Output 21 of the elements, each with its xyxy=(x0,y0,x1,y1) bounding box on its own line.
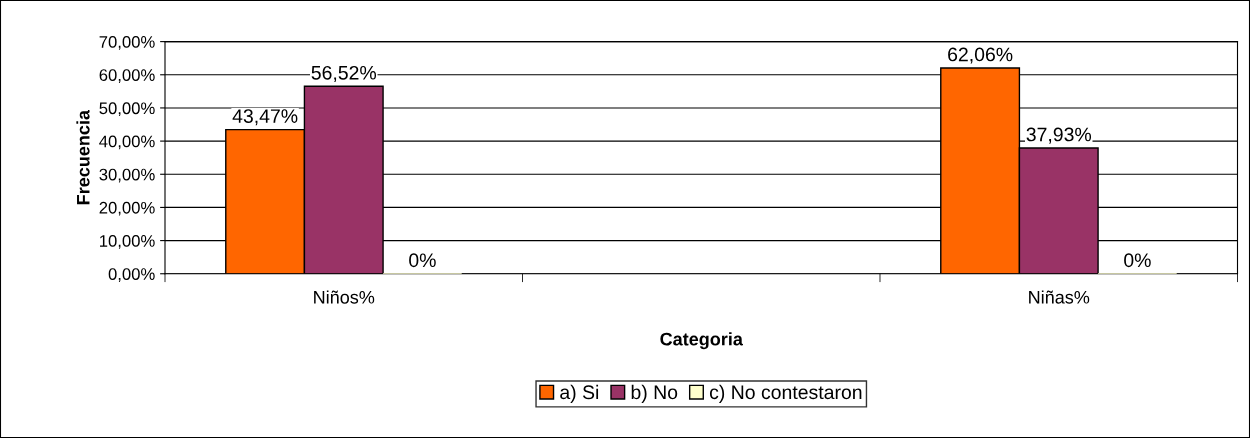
y-tick-label: 60,00% xyxy=(99,69,155,83)
y-tick-label: 20,00% xyxy=(99,201,155,216)
y-tick-label: 30,00% xyxy=(99,168,155,183)
data-label: 43,47% xyxy=(232,109,298,126)
data-label: 37,93% xyxy=(1026,127,1092,144)
y-tick-label: 0,00% xyxy=(108,268,155,282)
data-label: 0% xyxy=(1124,253,1151,268)
legend-label: b) No xyxy=(631,384,678,403)
data-label: 0% xyxy=(409,253,436,268)
legend-label: c) No contestaron xyxy=(709,384,862,403)
y-tick-label: 40,00% xyxy=(99,135,155,150)
x-tick-label: Niñas% xyxy=(1029,290,1090,304)
legend-label: a) Si xyxy=(560,384,599,403)
y-tick-label: 70,00% xyxy=(99,36,155,50)
y-axis-title: Frecuencia xyxy=(76,109,90,205)
y-tick-label: 10,00% xyxy=(100,234,155,249)
data-label: 56,52% xyxy=(311,65,377,82)
x-axis-title: Categoria xyxy=(660,332,744,350)
x-tick-label: Niños% xyxy=(314,290,375,304)
y-tick-label: 50,00% xyxy=(99,102,155,117)
data-label: 62,06% xyxy=(948,47,1013,64)
